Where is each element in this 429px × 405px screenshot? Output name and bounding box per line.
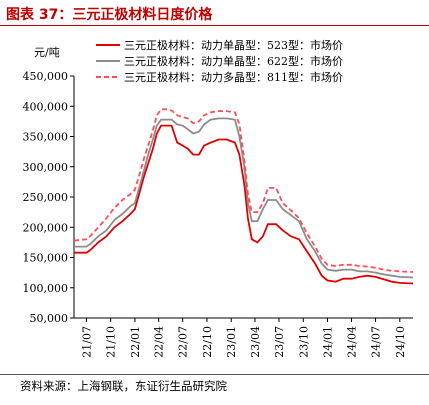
- x-tick-label: 22/10: [201, 326, 214, 358]
- y-tick-label: 100,000: [23, 282, 69, 295]
- source-note: 资料来源：上海钢联，东证衍生品研究院: [20, 379, 227, 393]
- y-tick-label: 50,000: [30, 312, 69, 325]
- x-tick-label: 22/04: [153, 326, 166, 358]
- x-tick-label: 23/04: [249, 326, 262, 358]
- chart-legend: 三元正极材料：动力单晶型：523型：市场价三元正极材料：动力单晶型：622型：市…: [96, 38, 343, 84]
- x-tick-label: 23/01: [225, 326, 238, 358]
- x-tick-label: 24/07: [370, 326, 383, 358]
- y-tick-label: 400,000: [23, 100, 69, 113]
- x-tick-label: 24/04: [346, 326, 359, 358]
- legend-label-2: 三元正极材料：动力单晶型：622型：市场价: [124, 54, 343, 68]
- title-divider: [0, 25, 429, 26]
- line-chart: 50,000 100,000 150,000 200,000 250,000 300,00…: [23, 38, 414, 358]
- x-tick-label: 21/10: [105, 326, 118, 358]
- y-tick-label: 300,000: [23, 161, 69, 174]
- legend-label-3: 三元正极材料：动力多晶型：811型：市场价: [124, 70, 343, 84]
- x-tick-label: 24/10: [394, 326, 407, 358]
- y-tick-label: 200,000: [23, 221, 69, 234]
- x-tick-label: 24/01: [322, 326, 335, 358]
- y-tick-label: 450,000: [23, 70, 69, 83]
- x-tick-label: 22/01: [129, 326, 142, 358]
- x-tick-label: 22/07: [177, 326, 190, 358]
- y-tick-label: 250,000: [23, 191, 69, 204]
- legend-label-1: 三元正极材料：动力单晶型：523型：市场价: [124, 38, 343, 52]
- chart-series: [73, 108, 414, 285]
- y-tick-label: 350,000: [23, 131, 69, 144]
- x-tick-label: 23/07: [273, 326, 286, 358]
- x-tick-label: 23/10: [297, 326, 310, 358]
- footer-divider: [0, 374, 429, 375]
- series-line-2: [74, 117, 414, 279]
- x-tick-label: 21/07: [80, 326, 93, 358]
- series-line-3: [73, 108, 414, 273]
- chart-axes: 50,000 100,000 150,000 200,000 250,000 300,00…: [23, 70, 413, 358]
- series-line-1: [74, 124, 414, 285]
- figure-title: 图表 37：三元正极材料日度价格: [6, 7, 213, 23]
- y-tick-label: 150,000: [23, 252, 69, 265]
- y-unit-label: 元/吨: [34, 46, 60, 59]
